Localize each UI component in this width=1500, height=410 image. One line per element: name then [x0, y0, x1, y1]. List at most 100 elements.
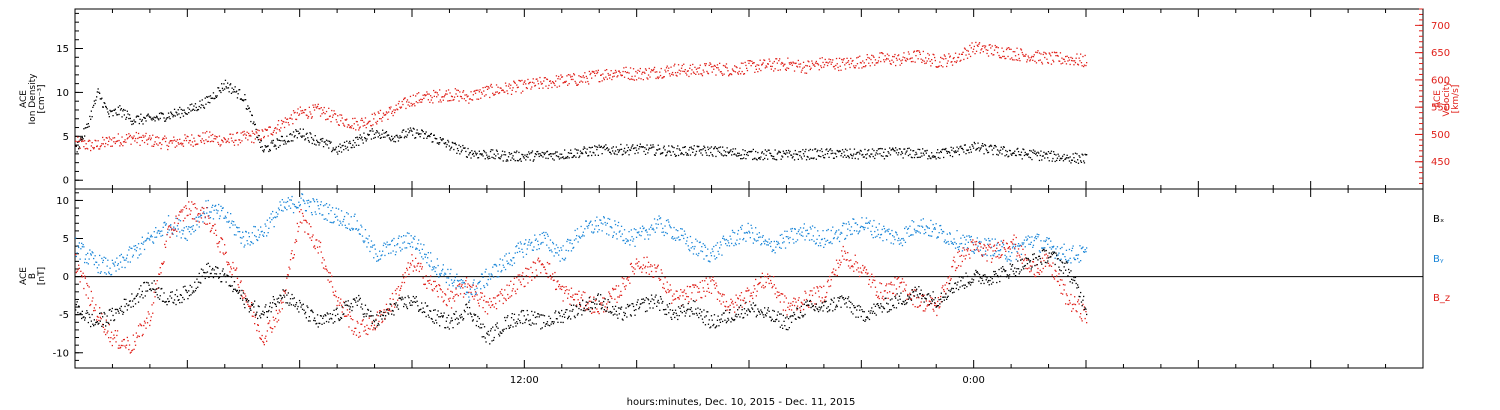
- velocity-series-point: [678, 69, 680, 71]
- density-series-point: [239, 98, 242, 100]
- by-series-point: [707, 248, 709, 250]
- density-series-point: [737, 155, 740, 157]
- density-series-point: [401, 131, 403, 133]
- density-series-point: [1077, 159, 1079, 161]
- velocity-series-point: [583, 76, 585, 79]
- velocity-series-point: [541, 82, 543, 85]
- density-series-point: [853, 153, 855, 155]
- density-series-point: [306, 132, 308, 134]
- density-series-point: [926, 149, 928, 152]
- by-series-point: [339, 220, 341, 222]
- bz-series-point: [78, 264, 80, 266]
- density-series-point: [667, 150, 669, 152]
- velocity-series-point: [497, 86, 499, 88]
- by-series-point: [414, 235, 416, 238]
- bz-series-point: [554, 271, 556, 274]
- by-series-point: [1030, 241, 1032, 243]
- density-series-point: [503, 154, 505, 156]
- bz-series-point: [358, 331, 361, 334]
- density-series-point: [965, 153, 967, 155]
- by-series-point: [1035, 235, 1037, 238]
- velocity-series-point: [566, 75, 568, 77]
- velocity-series-point: [701, 73, 703, 75]
- by-series-point: [661, 231, 663, 233]
- density-series-point: [859, 153, 861, 155]
- by-series-point: [1023, 239, 1026, 241]
- velocity-series-point: [692, 71, 695, 73]
- density-series-point: [825, 149, 827, 151]
- by-series-point: [759, 236, 761, 238]
- velocity-series-point: [768, 58, 770, 60]
- by-series-point: [534, 239, 537, 241]
- bz-series-point: [298, 211, 301, 213]
- velocity-series-point: [669, 75, 671, 77]
- by-series-point: [270, 213, 272, 215]
- density-series-point: [581, 151, 583, 154]
- density-series-point: [170, 111, 172, 113]
- velocity-series-point: [883, 59, 885, 61]
- by-series-point: [844, 237, 847, 240]
- by-series-point: [279, 201, 281, 203]
- bz-series-point: [620, 290, 622, 293]
- density-series-point: [295, 130, 298, 132]
- by-series-point: [128, 249, 130, 251]
- density-series-point: [447, 139, 449, 142]
- velocity-series-point: [1063, 58, 1065, 61]
- by-series-point: [226, 221, 228, 223]
- velocity-series-point: [1072, 60, 1074, 62]
- velocity-series-point: [445, 93, 447, 95]
- velocity-series-point: [1045, 53, 1047, 55]
- by-series-point: [763, 240, 765, 243]
- bz-series-point: [280, 302, 283, 304]
- density-series-point: [388, 137, 391, 139]
- by-series-point: [567, 250, 570, 252]
- bz-series-point: [349, 311, 351, 313]
- by-series-point: [1033, 239, 1035, 242]
- bz-series-point: [437, 296, 439, 298]
- by-series-point: [808, 232, 810, 235]
- density-series-point: [810, 157, 812, 159]
- by-series-point: [738, 243, 740, 245]
- velocity-series-point: [755, 65, 757, 67]
- density-series-point: [108, 116, 110, 118]
- density-series-point: [765, 154, 767, 156]
- density-series-point: [1015, 154, 1017, 157]
- by-series-point: [181, 229, 183, 231]
- density-series-point: [713, 148, 715, 150]
- velocity-series-point: [1056, 54, 1059, 57]
- density-series-point: [1063, 153, 1065, 156]
- by-series-point: [775, 246, 777, 248]
- density-series-point: [288, 140, 290, 143]
- density-series-point: [266, 145, 268, 147]
- density-series-point: [985, 148, 987, 150]
- velocity-series-point: [944, 55, 946, 57]
- density-series-point: [230, 92, 233, 94]
- bz-series-point: [158, 273, 160, 275]
- velocity-series-point: [1002, 50, 1005, 53]
- velocity-series-point: [640, 78, 642, 80]
- density-series-point: [173, 108, 176, 110]
- by-series-point: [676, 237, 678, 239]
- density-series-point: [595, 146, 597, 148]
- by-series-point: [929, 235, 931, 237]
- by-series-point: [510, 260, 513, 262]
- density-series-point: [531, 151, 533, 154]
- velocity-series-point: [861, 67, 863, 69]
- density-series-point: [427, 135, 429, 137]
- bz-series-point: [142, 333, 144, 336]
- density-series-point: [177, 109, 179, 111]
- density-series-point: [439, 137, 441, 139]
- bz-series-point: [223, 253, 225, 256]
- density-series-point: [673, 147, 675, 149]
- density-series-point: [1047, 157, 1049, 159]
- density-series-point: [1001, 153, 1003, 155]
- velocity-series-point: [124, 139, 126, 141]
- velocity-series-point: [404, 97, 406, 99]
- density-series-point: [163, 117, 165, 119]
- density-series-point: [558, 156, 560, 158]
- velocity-series-point: [161, 143, 163, 146]
- by-series-point: [938, 232, 940, 234]
- velocity-series-point: [1014, 55, 1017, 57]
- density-series-point: [907, 147, 909, 150]
- bz-series-point: [146, 317, 148, 319]
